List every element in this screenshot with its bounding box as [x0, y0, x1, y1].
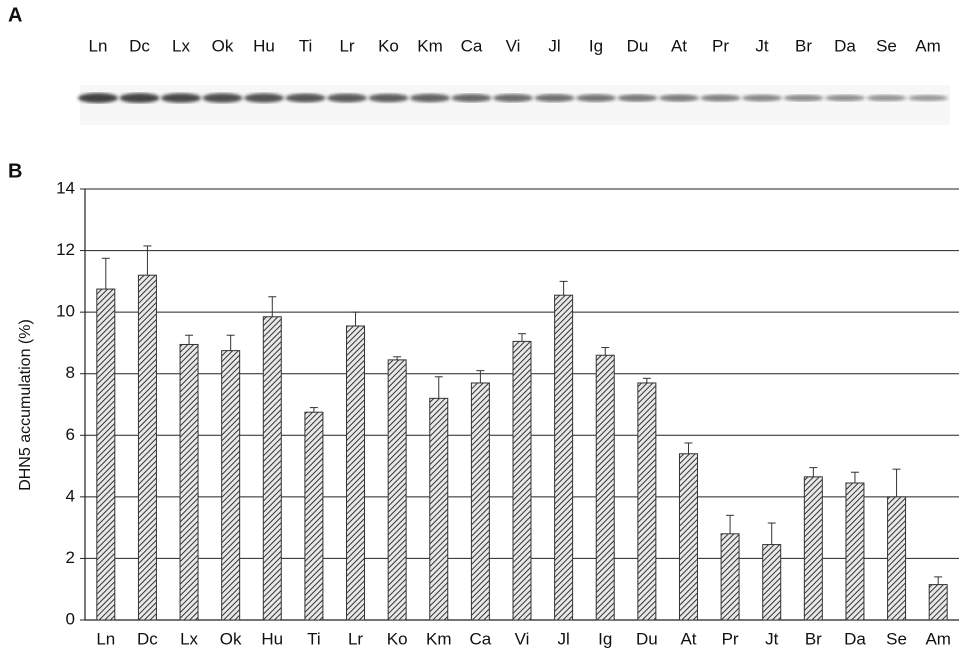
lane-label: Jt [755, 36, 769, 55]
blot-band [286, 94, 326, 103]
lane-label: Ca [461, 36, 483, 55]
bar [305, 412, 323, 620]
x-tick-label: At [680, 629, 696, 648]
lane-label: Da [834, 36, 856, 55]
blot-band [78, 93, 118, 103]
panel-label: A [8, 4, 22, 26]
lane-label: Hu [253, 36, 275, 55]
bar [513, 341, 531, 620]
bar [555, 295, 573, 620]
y-tick-label: 8 [66, 363, 75, 382]
x-tick-label: Pr [722, 629, 739, 648]
bar [721, 534, 739, 620]
x-tick-label: Km [426, 629, 452, 648]
x-tick-label: Ti [307, 629, 321, 648]
bar [388, 360, 406, 620]
lane-label: Dc [129, 36, 150, 55]
blot-band [410, 94, 450, 102]
bar [763, 545, 781, 620]
x-tick-label: Lr [348, 629, 363, 648]
bar [430, 398, 448, 620]
bar [222, 351, 240, 620]
bar [180, 344, 198, 620]
bar [804, 477, 822, 620]
bar [638, 383, 656, 620]
lane-label: Am [915, 36, 941, 55]
lane-label: Br [795, 36, 812, 55]
x-tick-label: Se [886, 629, 907, 648]
lane-label: Jl [548, 36, 560, 55]
blot-band [244, 93, 284, 102]
x-tick-label: Ok [220, 629, 242, 648]
blot-band [493, 94, 533, 102]
blot-band [701, 95, 741, 102]
x-tick-label: Ln [96, 629, 115, 648]
lane-label: Lr [339, 36, 354, 55]
lane-label: Ko [378, 36, 399, 55]
blot-band [535, 94, 575, 102]
x-tick-label: Ig [598, 629, 612, 648]
x-tick-label: Lx [180, 629, 198, 648]
bar [263, 317, 281, 620]
lane-label: Ok [212, 36, 234, 55]
blot-band [327, 94, 367, 103]
lane-label: Se [876, 36, 897, 55]
blot-band [659, 94, 699, 101]
bar [596, 355, 614, 620]
lane-label: Ln [89, 36, 108, 55]
y-axis-label: DHN5 accumulation (%) [17, 319, 34, 491]
bar [846, 483, 864, 620]
bar [97, 289, 115, 620]
lane-label: Vi [506, 36, 521, 55]
blot-band [825, 95, 865, 101]
x-tick-label: Da [844, 629, 866, 648]
lane-label: Pr [712, 36, 729, 55]
blot-band [867, 95, 907, 101]
blot-band [742, 95, 782, 102]
y-tick-label: 14 [56, 178, 75, 197]
bar [471, 383, 489, 620]
figure: A B DHN5 accumulation (%) Ln Dc Lx Ok Hu Ti Lr… [0, 0, 959, 652]
blot-band [369, 94, 409, 103]
x-tick-label: Jt [765, 629, 779, 648]
y-tick-label: 6 [66, 425, 75, 444]
lane-label: Lx [172, 36, 190, 55]
bar [138, 275, 156, 620]
x-tick-label: Br [805, 629, 822, 648]
bar [347, 326, 365, 620]
blot-background [80, 85, 950, 125]
panel-label: B [8, 160, 22, 182]
x-tick-label: Ko [387, 629, 408, 648]
blot-band [908, 95, 948, 101]
x-tick-label: Dc [137, 629, 158, 648]
blot-band [784, 95, 824, 102]
x-tick-label: Hu [261, 629, 283, 648]
blot-band [120, 93, 160, 103]
bar [929, 585, 947, 620]
blot-band [618, 94, 658, 101]
lane-label: Ig [589, 36, 603, 55]
y-tick-label: 4 [66, 486, 75, 505]
bar [679, 454, 697, 620]
x-tick-label: Du [636, 629, 658, 648]
blot-band [452, 94, 492, 102]
y-tick-label: 12 [56, 240, 75, 259]
lane-label: At [671, 36, 687, 55]
lane-label: Km [417, 36, 443, 55]
bar [888, 497, 906, 620]
lane-label: Ti [299, 36, 313, 55]
blot-band [576, 94, 616, 102]
x-tick-label: Am [925, 629, 951, 648]
x-tick-label: Vi [515, 629, 530, 648]
lane-label: Du [627, 36, 649, 55]
x-tick-label: Ca [470, 629, 492, 648]
y-tick-label: 10 [56, 302, 75, 321]
blot-band [203, 93, 243, 102]
y-tick-label: 2 [66, 548, 75, 567]
x-tick-label: Jl [557, 629, 569, 648]
y-tick-label: 0 [66, 609, 75, 628]
blot-band [161, 93, 201, 103]
